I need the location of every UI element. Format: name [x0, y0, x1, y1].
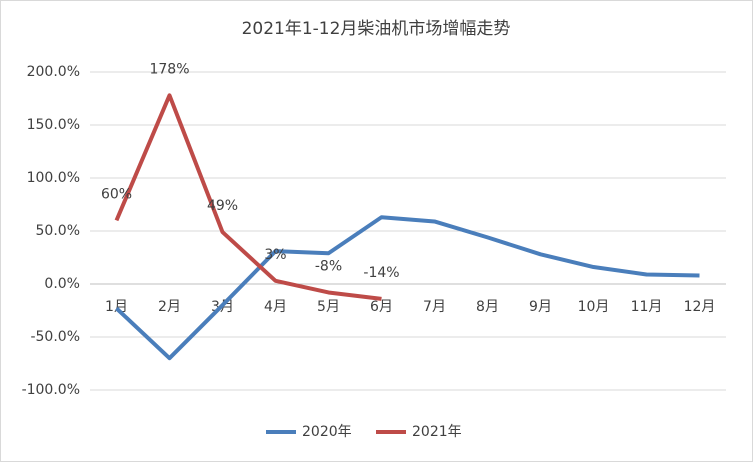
- data-label: -8%: [315, 258, 342, 274]
- x-tick-label: 4月: [264, 299, 287, 315]
- x-tick-label: 1月: [105, 299, 128, 315]
- y-tick-label: 200.0%: [27, 64, 80, 80]
- chart-title: 2021年1-12月柴油机市场增幅走势: [242, 19, 511, 39]
- data-label: 178%: [149, 61, 189, 77]
- y-tick-label: -100.0%: [22, 382, 80, 398]
- y-tick-label: 0.0%: [44, 276, 80, 292]
- x-tick-label: 12月: [684, 299, 716, 315]
- x-tick-label: 8月: [476, 299, 499, 315]
- x-tick-label: 11月: [631, 299, 663, 315]
- legend-label: 2021年: [412, 424, 462, 440]
- y-tick-label: -50.0%: [30, 329, 80, 345]
- x-tick-label: 6月: [370, 299, 393, 315]
- series-line: [115, 215, 700, 361]
- x-tick-label: 7月: [423, 299, 446, 315]
- data-label: 3%: [264, 247, 286, 263]
- data-label: -14%: [363, 265, 399, 281]
- y-tick-label: 50.0%: [36, 223, 80, 239]
- x-tick-label: 2月: [158, 299, 181, 315]
- y-tick-label: 150.0%: [27, 117, 80, 133]
- x-tick-label: 10月: [578, 299, 610, 315]
- x-tick-label: 9月: [529, 299, 552, 315]
- x-tick-label: 5月: [317, 299, 340, 315]
- data-label: 60%: [101, 186, 132, 202]
- y-tick-label: 100.0%: [27, 170, 80, 186]
- series-line: [114, 93, 382, 301]
- data-label: 49%: [207, 198, 238, 214]
- legend-label: 2020年: [302, 424, 352, 440]
